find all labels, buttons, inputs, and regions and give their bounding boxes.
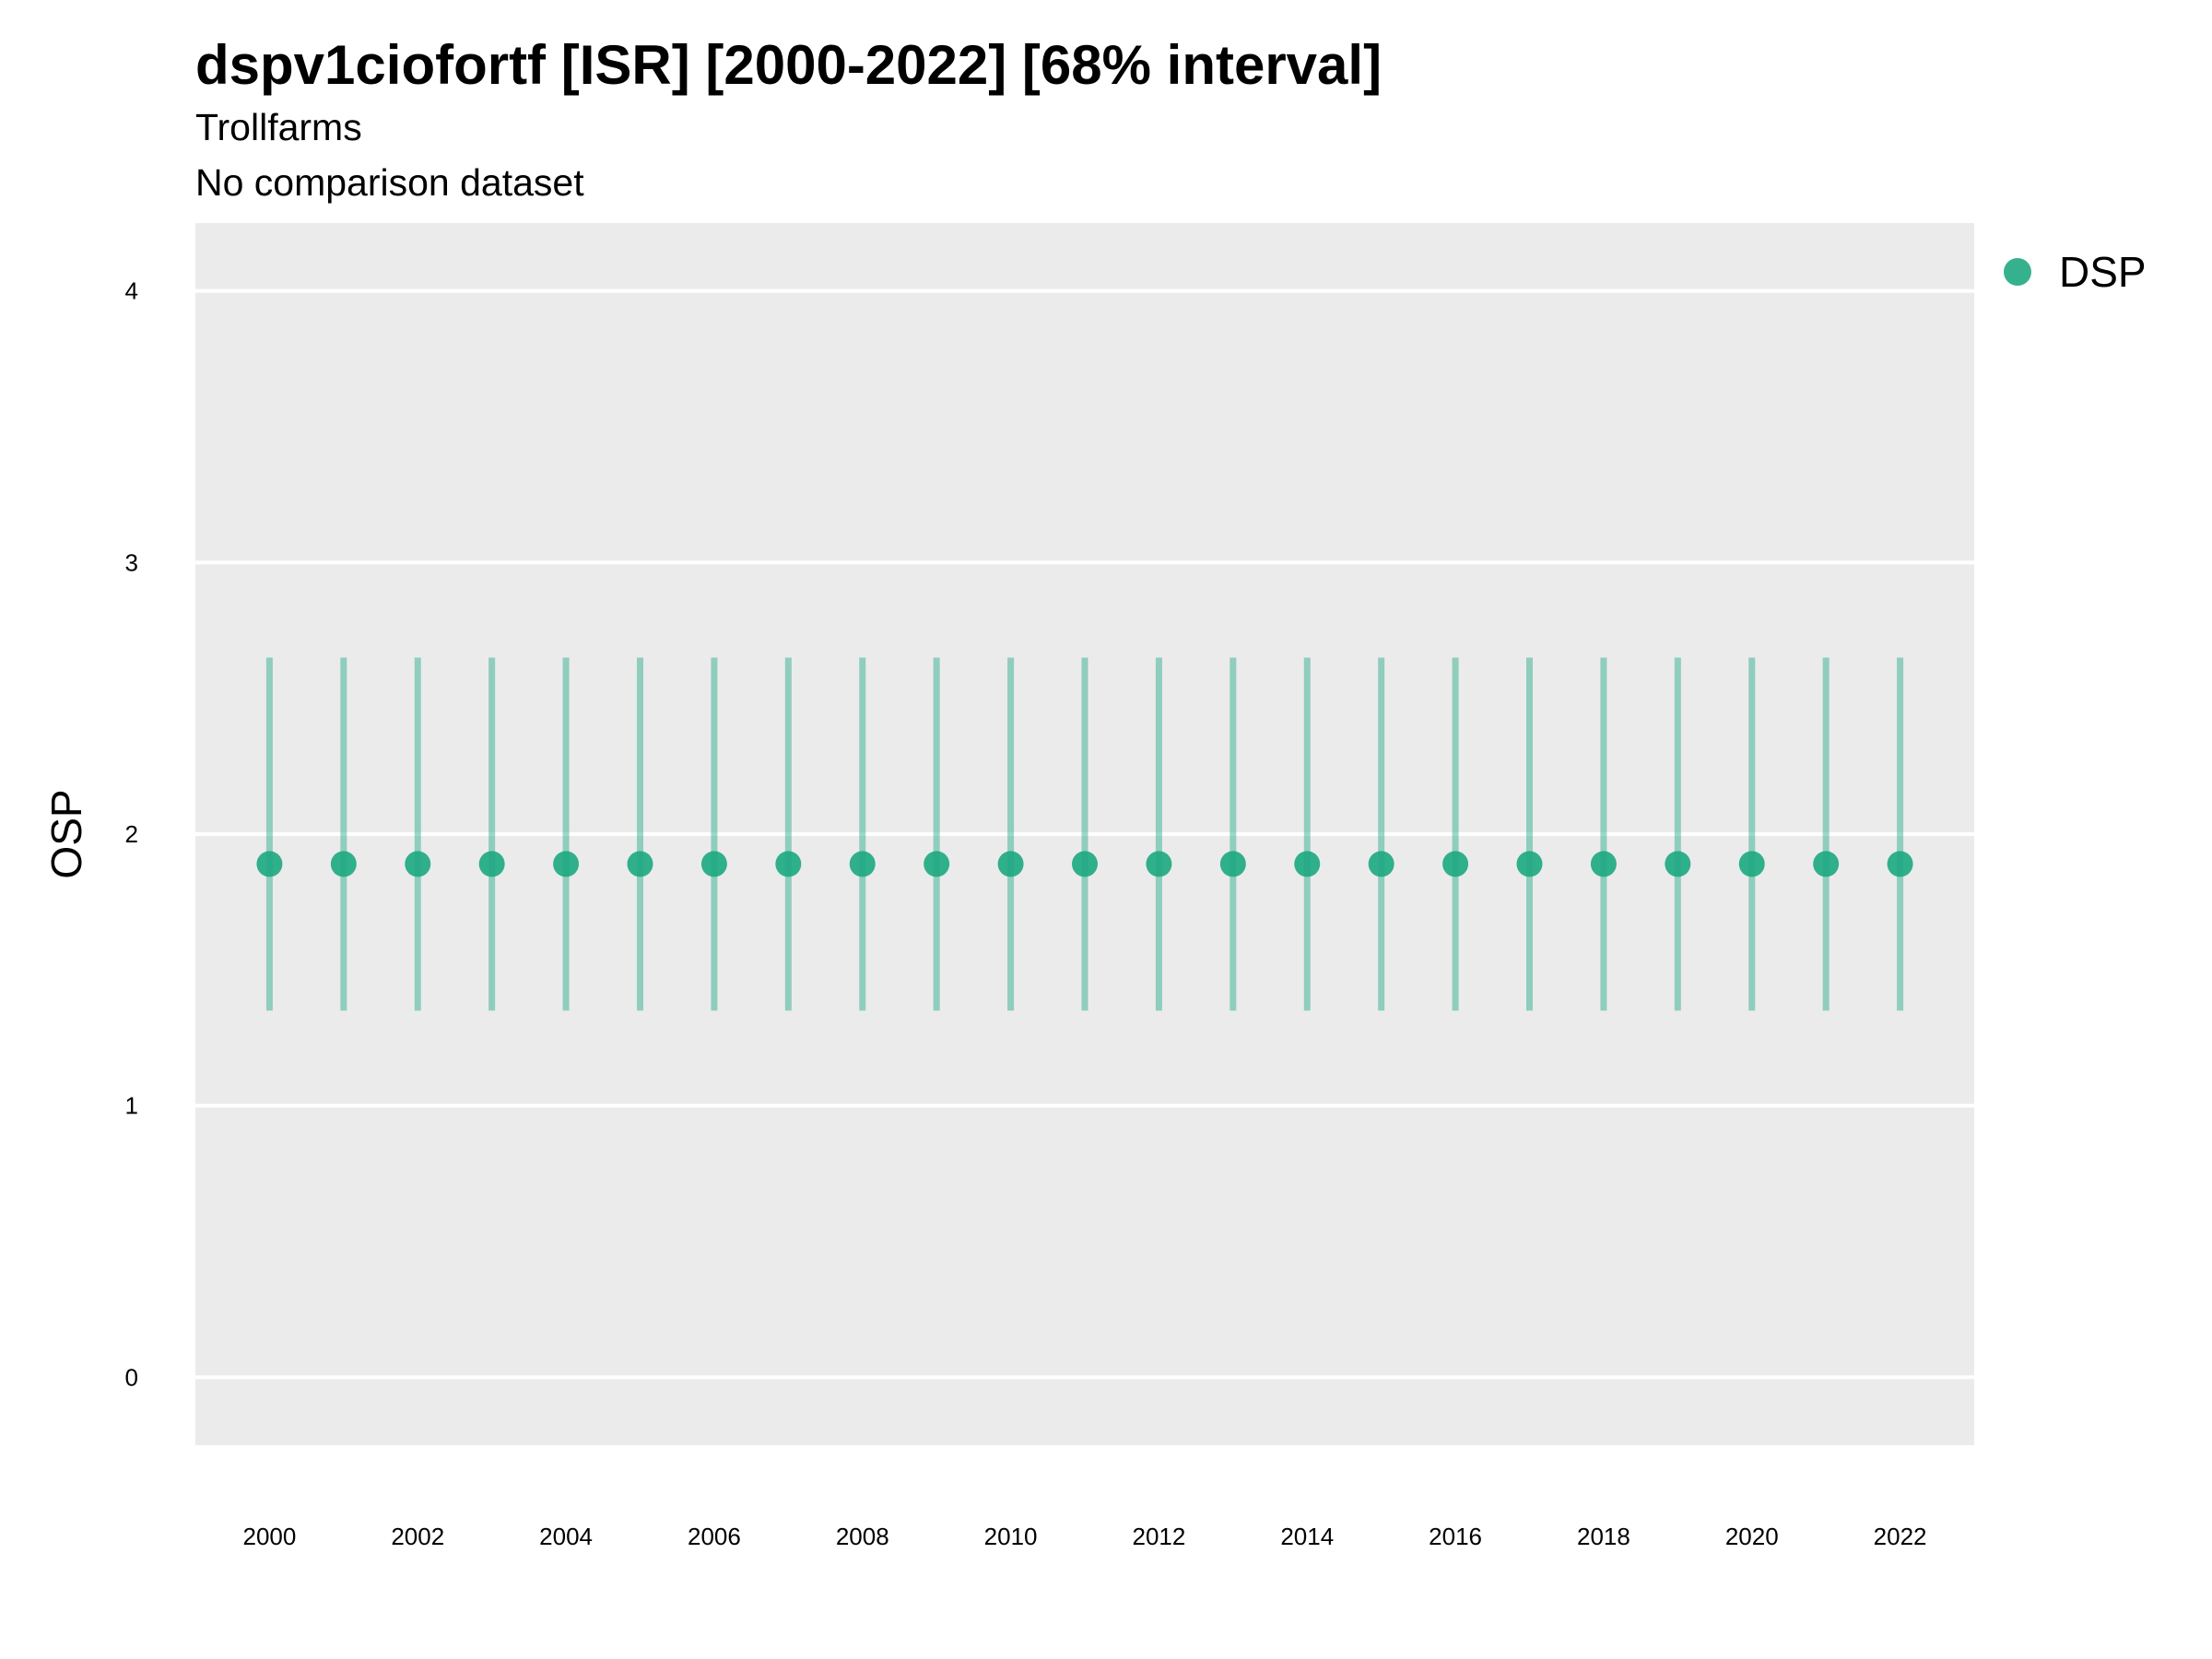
x-tick-label: 2004	[539, 1523, 593, 1550]
data-point	[1516, 851, 1543, 877]
data-point	[775, 851, 802, 877]
data-point	[553, 851, 580, 877]
y-axis-label: OSP	[42, 789, 90, 878]
data-point	[1146, 851, 1172, 877]
data-point	[1887, 851, 1913, 877]
legend: DSP	[2004, 251, 2147, 293]
data-point	[330, 851, 357, 877]
x-tick-label: 2016	[1429, 1523, 1482, 1550]
gridlines	[195, 288, 1974, 1380]
data-point	[1072, 851, 1098, 877]
y-axis-ticks: 0 1 2 3 4	[125, 277, 138, 1392]
data-point	[1368, 851, 1394, 877]
y-tick-label: 1	[125, 1092, 138, 1120]
x-tick-label: 2000	[242, 1523, 296, 1550]
y-tick-label: 2	[125, 820, 138, 848]
data-point	[700, 851, 727, 877]
data-point	[997, 851, 1024, 877]
legend-dot-icon	[2004, 258, 2031, 286]
data-point	[1442, 851, 1469, 877]
y-tick-label: 0	[125, 1363, 138, 1391]
y-tick-label: 4	[125, 277, 138, 305]
data-point	[256, 851, 283, 877]
data-point	[1590, 851, 1617, 877]
chart-caption: No comparison dataset	[195, 161, 584, 204]
chart-title: dspv1ciofortf [ISR] [2000-2022] [68% int…	[195, 34, 1382, 96]
data-point	[924, 851, 950, 877]
data-point	[478, 851, 505, 877]
x-axis-ticks: 2000 2002 2004 2006 2008 2010 2012 2014 2016 2018…	[242, 1523, 1926, 1550]
data-point	[1219, 851, 1246, 877]
data-point	[1294, 851, 1321, 877]
data-points	[256, 851, 1913, 877]
data-point	[627, 851, 653, 877]
x-tick-label: 2018	[1577, 1523, 1630, 1550]
data-point	[1738, 851, 1765, 877]
x-tick-label: 2006	[688, 1523, 741, 1550]
data-point	[1665, 851, 1691, 877]
x-tick-label: 2012	[1132, 1523, 1185, 1550]
x-tick-label: 2014	[1280, 1523, 1334, 1550]
data-point	[849, 851, 876, 877]
x-tick-label: 2008	[836, 1523, 889, 1550]
error-bars	[265, 657, 1904, 1011]
x-tick-label: 2020	[1725, 1523, 1779, 1550]
x-tick-label: 2010	[984, 1523, 1038, 1550]
y-tick-label: 3	[125, 548, 138, 576]
legend-label: DSP	[2059, 248, 2147, 296]
data-point	[405, 851, 431, 877]
chart-subtitle: Trollfarms	[195, 106, 362, 148]
x-tick-label: 2002	[391, 1523, 444, 1550]
data-point	[1813, 851, 1840, 877]
x-tick-label: 2022	[1874, 1523, 1927, 1550]
